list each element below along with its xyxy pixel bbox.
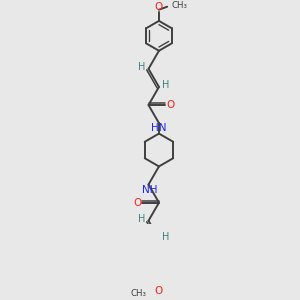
Text: O: O [166, 100, 175, 110]
Text: H: H [138, 214, 146, 224]
Text: CH₃: CH₃ [130, 289, 146, 298]
Text: HN: HN [151, 123, 167, 134]
Text: O: O [155, 286, 163, 296]
Text: O: O [133, 198, 141, 208]
Text: H: H [138, 62, 146, 72]
Text: O: O [155, 2, 163, 13]
Text: CH₃: CH₃ [172, 1, 188, 10]
Text: NH: NH [142, 185, 158, 195]
Text: H: H [162, 232, 169, 242]
Text: H: H [162, 80, 169, 91]
